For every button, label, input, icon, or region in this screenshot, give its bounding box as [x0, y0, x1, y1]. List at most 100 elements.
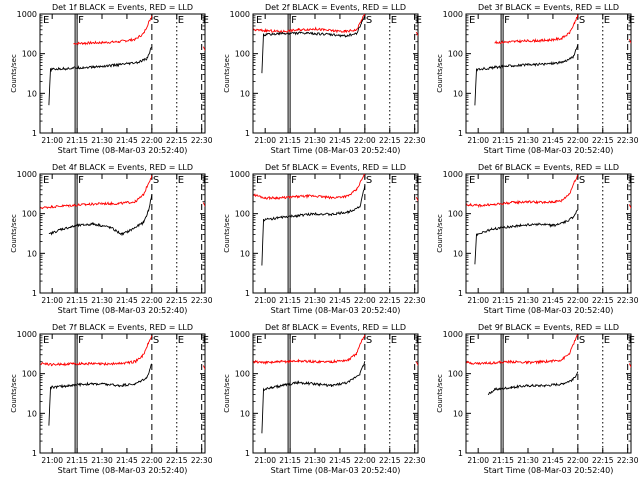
x-axis-label: Start Time (08-Mar-03 20:52:40) — [271, 146, 401, 155]
x-tick-label: 22:30 — [404, 296, 426, 305]
flag-label: F — [504, 335, 510, 346]
x-tick-label: 21:00 — [41, 136, 63, 145]
y-tick-label: 10 — [240, 249, 250, 258]
x-axis-label: Start Time (08-Mar-03 20:52:40) — [484, 146, 614, 155]
series-line-black-events — [48, 46, 152, 106]
y-tick-label: 100 — [448, 370, 463, 379]
x-axis-label: Start Time (08-Mar-03 20:52:40) — [484, 466, 614, 475]
y-tick-label: 100 — [235, 210, 250, 219]
panel-8: Det 8f BLACK = Events, RED = LLD 1 10 100 10… — [223, 323, 426, 475]
flag-label: E — [469, 15, 475, 26]
y-axis-label: Counts/sec — [223, 214, 231, 253]
y-tick-label: 1000 — [443, 10, 463, 19]
x-tick-label: 21:00 — [467, 456, 489, 465]
y-tick-label: 100 — [448, 50, 463, 59]
flag-label: E — [203, 335, 209, 346]
x-axis-label: Start Time (08-Mar-03 20:52:40) — [484, 306, 614, 315]
y-axis-label: Counts/sec — [436, 54, 444, 93]
x-tick-label: 21:45 — [116, 296, 138, 305]
x-tick-label: 21:30 — [304, 136, 326, 145]
y-axis-label: Counts/sec — [10, 214, 18, 253]
flag-label: F — [78, 335, 84, 346]
flag-label: E — [256, 175, 262, 186]
flag-label: E — [43, 335, 49, 346]
y-axis-label: Counts/sec — [10, 374, 18, 413]
x-tick-label: 22:00 — [567, 136, 589, 145]
flag-label: S — [366, 335, 372, 346]
x-tick-label: 21:30 — [517, 296, 539, 305]
flag-label: E — [391, 15, 397, 26]
y-tick-label: 1000 — [230, 10, 250, 19]
series-group — [253, 14, 418, 74]
y-tick-label: 10 — [240, 89, 250, 98]
series-line-red-lld — [73, 15, 205, 52]
y-tick-label: 100 — [22, 370, 37, 379]
y-tick-label: 1000 — [17, 10, 37, 19]
flag-label: E — [604, 15, 610, 26]
y-axis-label: Counts/sec — [223, 374, 231, 413]
flag-label: S — [153, 335, 159, 346]
x-tick-label: 21:30 — [304, 456, 326, 465]
x-tick-label: 21:15 — [66, 136, 88, 145]
y-tick-label: 100 — [22, 210, 37, 219]
y-tick-label: 1000 — [230, 330, 250, 339]
plot-frame — [39, 333, 206, 454]
x-tick-label: 21:15 — [492, 296, 514, 305]
x-tick-label: 21:15 — [279, 456, 301, 465]
panel-title: Det 6f BLACK = Events, RED = LLD — [478, 163, 619, 172]
flag-label: E — [178, 175, 184, 186]
y-tick-label: 1 — [245, 449, 250, 458]
panel-3: Det 3f BLACK = Events, RED = LLD 1 10 100 10… — [436, 3, 639, 155]
panel-4: Det 4f BLACK = Events, RED = LLD 1 10 100 10… — [10, 163, 213, 315]
y-tick-label: 10 — [453, 409, 463, 418]
flag-label: E — [416, 15, 422, 26]
flag-label: E — [416, 175, 422, 186]
x-tick-label: 22:00 — [567, 456, 589, 465]
series-group — [253, 334, 418, 434]
panel-title: Det 8f BLACK = Events, RED = LLD — [265, 323, 406, 332]
series-line-red-lld — [40, 335, 205, 370]
x-tick-label: 22:30 — [191, 296, 213, 305]
x-tick-label: 22:15 — [379, 456, 401, 465]
x-tick-label: 21:30 — [517, 136, 539, 145]
x-tick-label: 21:45 — [329, 456, 351, 465]
series-group — [48, 15, 205, 106]
flag-label: E — [469, 175, 475, 186]
flag-label: E — [416, 335, 422, 346]
x-tick-label: 22:15 — [166, 456, 188, 465]
x-tick-label: 21:45 — [116, 136, 138, 145]
flag-label: E — [203, 15, 209, 26]
flag-label: F — [78, 175, 84, 186]
x-tick-label: 22:00 — [354, 136, 376, 145]
x-tick-label: 21:00 — [467, 136, 489, 145]
flag-label: F — [291, 335, 297, 346]
plot-frame — [465, 13, 632, 134]
flag-label: S — [579, 15, 585, 26]
y-tick-label: 10 — [27, 409, 37, 418]
series-group — [40, 335, 205, 426]
x-tick-label: 21:45 — [542, 136, 564, 145]
y-tick-label: 10 — [240, 409, 250, 418]
series-group — [253, 174, 418, 266]
x-tick-label: 22:15 — [592, 456, 614, 465]
x-axis-label: Start Time (08-Mar-03 20:52:40) — [271, 306, 401, 315]
flag-label: E — [391, 335, 397, 346]
x-axis-label: Start Time (08-Mar-03 20:52:40) — [58, 146, 188, 155]
series-line-black-events — [48, 194, 153, 236]
x-tick-label: 21:45 — [542, 456, 564, 465]
x-tick-label: 22:15 — [379, 136, 401, 145]
flag-label: E — [604, 175, 610, 186]
x-tick-label: 22:00 — [567, 296, 589, 305]
x-tick-label: 22:15 — [592, 296, 614, 305]
x-tick-label: 22:15 — [166, 296, 188, 305]
plot-frame — [252, 13, 419, 134]
x-tick-label: 21:00 — [254, 456, 276, 465]
y-tick-label: 100 — [22, 50, 37, 59]
x-tick-label: 21:00 — [467, 296, 489, 305]
y-tick-label: 10 — [453, 89, 463, 98]
flag-label: E — [256, 15, 262, 26]
x-axis-label: Start Time (08-Mar-03 20:52:40) — [58, 306, 188, 315]
x-tick-label: 21:15 — [66, 456, 88, 465]
